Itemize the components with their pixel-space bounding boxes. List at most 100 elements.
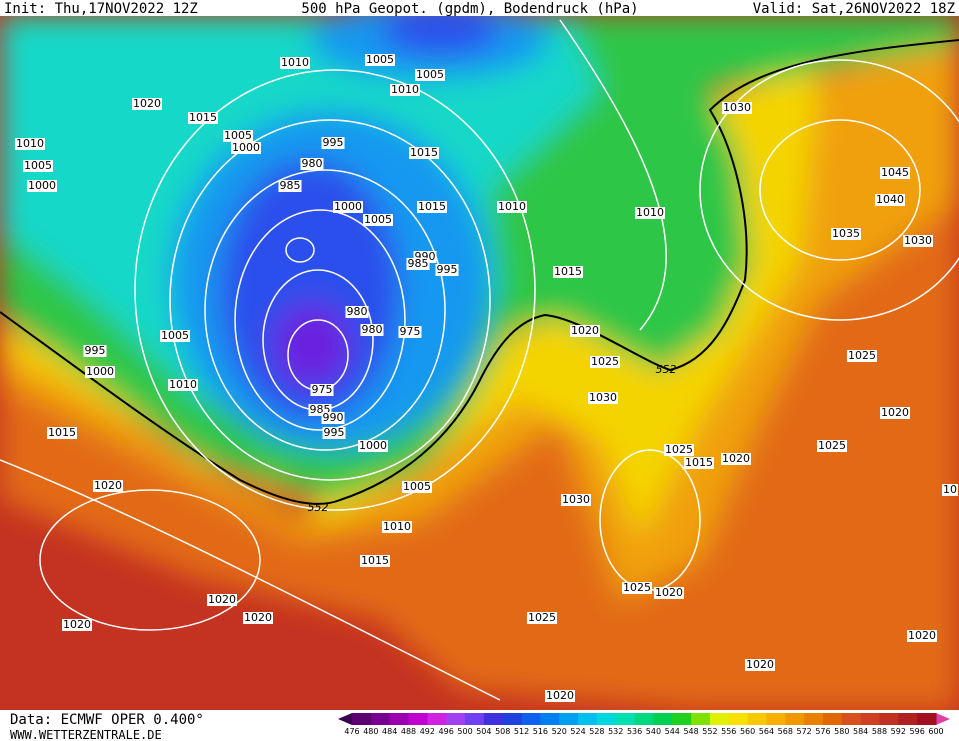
isobar-label-box [363,214,393,226]
isobar-label-box [409,147,439,159]
isobar-label: 1020 [63,618,91,631]
colorbar-label: 568 [778,727,793,736]
isobar-label: 985 [408,257,429,270]
colorbar-swatch [465,713,485,725]
isobar-label: 1005 [366,53,394,66]
isobar-label-box [93,480,123,492]
isobar-label: 1020 [546,689,574,702]
isobar-label: 1025 [848,349,876,362]
isobar-label: 995 [437,263,458,276]
isobar-label: 1000 [232,141,260,154]
colorbar-label: 536 [627,727,642,736]
colorbar-swatch [615,713,636,725]
isobar-label-box [83,345,107,357]
colorbar-arrow-low [338,713,352,725]
colorbar-label: 504 [476,727,491,736]
isobar-label-box [398,326,422,338]
isobar-label-box [278,180,302,192]
isobar-label: 985 [280,179,301,192]
isobar-label: 1000 [28,179,56,192]
colorbar-label: 584 [853,727,868,736]
colorbar-label: 500 [457,727,472,736]
colorbar-swatch [389,713,410,725]
colorbar-label: 580 [834,727,849,736]
isobar-label: 1015 [189,111,217,124]
map-title: 500 hPa Geopot. (gpdm), Bodendruck (hPa) [301,1,638,17]
isobar-label-box [622,582,652,594]
isobar-label: 1015 [410,146,438,159]
isobar-label-box [333,201,363,213]
isobar-label: 995 [323,136,344,149]
isobar-label-box [188,112,218,124]
isobar-label-box [243,612,273,624]
isobar-label: 1020 [746,658,774,671]
isobar-label: 995 [85,344,106,357]
colorbar-swatch [408,713,428,725]
isobar-label-box [745,659,775,671]
isobar-label-box [721,453,751,465]
colorbar-swatch [728,713,749,725]
isobar-label-box [322,427,346,439]
isobar-label-box [15,138,45,150]
colorbar-swatch [502,713,523,725]
colorbar-label: 524 [570,727,585,736]
isobar-label-box [365,54,395,66]
isobar-label-box [382,521,412,533]
isobar-label: 1025 [818,439,846,452]
colorbar-label: 520 [552,727,567,736]
colorbar-swatch [559,713,579,725]
data-source: Data: ECMWF OPER 0.400° [10,712,204,728]
isobar-label: 1015 [361,554,389,567]
isobar-label-box [880,407,910,419]
isobar-label: 1020 [881,406,909,419]
colorbar-swatch [634,713,654,725]
colorbar-swatch [766,713,786,725]
isobar-label: 1025 [665,443,693,456]
isobar-label: 1020 [208,593,236,606]
colorbar-label: 508 [495,727,510,736]
isobar-label-box [417,201,447,213]
isobar-label-box [160,330,190,342]
colorbar-swatch [879,713,899,725]
isobar-label: 1025 [591,355,619,368]
isobar-label: 1010 [16,137,44,150]
colorbar-swatch [653,713,673,725]
isobar-label-box [223,130,253,142]
isobar-label-box [360,555,390,567]
isobar-label-box [27,180,57,192]
colorbar-swatch [370,713,391,725]
isobar-label-box [280,57,310,69]
isobar-label: 980 [302,157,323,170]
isobar-label-box [415,69,445,81]
isobar-label-box [570,325,600,337]
isobar-label: 1000 [86,365,114,378]
isobar-label-box [817,440,847,452]
isobar-label: 1030 [562,493,590,506]
colorbar-label: 480 [363,727,378,736]
valid-time: Valid: Sat,26NOV2022 18Z [753,1,955,17]
isobar-label-box [588,392,618,404]
init-time: Init: Thu,17NOV2022 12Z [4,1,198,17]
isobar-label: 1020 [94,479,122,492]
isobar-label-box [664,444,694,456]
colorbar-swatch [804,713,824,725]
isobar-label-box [635,207,665,219]
colorbar-label: 484 [382,727,397,736]
isobar-label: 10 [943,483,957,496]
colorbar-label: 496 [439,727,454,736]
isobar-label: 1005 [364,213,392,226]
isobar-label-box [654,587,684,599]
colorbar-swatch [917,713,937,725]
colorbar-label: 540 [646,727,661,736]
isobar-label-box [402,481,432,493]
colorbar-label: 544 [665,727,680,736]
colorbar-swatch [785,713,805,725]
colorbar-swatch [898,713,918,725]
isobar-label-box [722,102,752,114]
colorbar-label: 560 [740,727,755,736]
isobar-label-box [85,366,115,378]
isobar-label-box [527,612,557,624]
isobar-label-box [553,266,583,278]
